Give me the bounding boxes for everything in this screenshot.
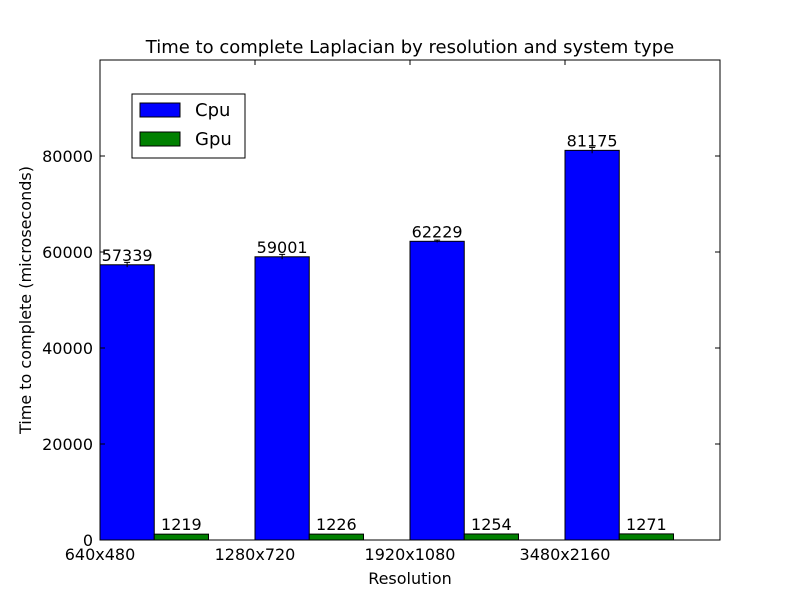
data-label-cpu-1: 59001 <box>257 238 308 257</box>
legend-label-gpu: Gpu <box>195 129 232 150</box>
bar-gpu-2 <box>463 533 519 541</box>
legend-swatch-gpu <box>139 131 181 147</box>
x-tick-label-1: 1280x720 <box>215 545 296 564</box>
data-label-cpu-3: 81175 <box>567 131 618 150</box>
y-tick-label-3: 60000 <box>42 243 93 262</box>
y-tick-label-4: 80000 <box>42 147 93 166</box>
x-axis-label: Resolution <box>368 569 452 588</box>
x-tick-label-0: 640x480 <box>65 545 136 564</box>
bar-gpu-3 <box>618 533 674 541</box>
legend: Cpu Gpu <box>131 93 246 159</box>
bar-cpu-0 <box>99 264 155 541</box>
legend-label-cpu: Cpu <box>195 100 230 121</box>
legend-swatch-cpu <box>139 102 181 118</box>
data-label-gpu-0: 1219 <box>161 515 202 534</box>
y-tick-label-2: 40000 <box>42 339 93 358</box>
x-tick-label-3: 3480x2160 <box>520 545 611 564</box>
plot-area: 57339 59001 62229 81175 1219 1226 1254 1271 0 200… <box>42 59 721 564</box>
bar-cpu-1 <box>254 256 310 541</box>
y-tick-label-1: 20000 <box>42 435 93 454</box>
y-axis-label: Time to complete (microseconds) <box>16 166 35 435</box>
data-label-cpu-0: 57339 <box>102 246 153 265</box>
x-tick-label-2: 1920x1080 <box>365 545 456 564</box>
data-label-cpu-2: 62229 <box>412 222 463 241</box>
y-tick-label-0: 0 <box>83 531 93 550</box>
chart-title: Time to complete Laplacian by resolution… <box>145 37 674 58</box>
bar-gpu-0 <box>153 533 209 541</box>
bar-cpu-2 <box>409 240 465 541</box>
data-label-gpu-2: 1254 <box>471 515 512 534</box>
bar-gpu-1 <box>308 533 364 541</box>
data-label-gpu-3: 1271 <box>626 515 667 534</box>
bar-cpu-3 <box>564 149 620 541</box>
data-label-gpu-1: 1226 <box>316 515 357 534</box>
